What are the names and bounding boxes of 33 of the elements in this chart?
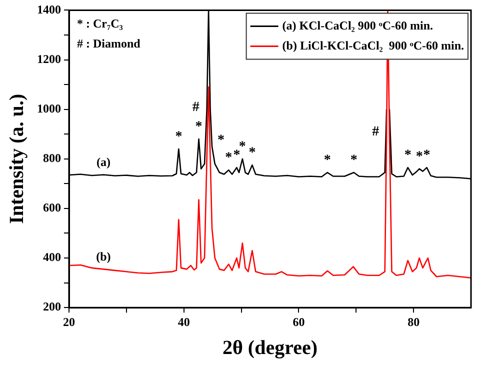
annotation: (b) <box>96 249 111 264</box>
annotation: # <box>192 100 200 115</box>
annotation: * <box>225 150 232 166</box>
annotation: * <box>233 148 240 164</box>
y-axis-title: Intensity (a. u.) <box>6 94 28 224</box>
y-tick-label: 800 <box>43 150 61 165</box>
x-tick-label: 80 <box>408 314 420 329</box>
annotation: * <box>324 153 331 168</box>
y-tick-label: 1000 <box>37 101 61 116</box>
x-tick-label: 60 <box>292 314 305 329</box>
annotation: * <box>238 140 246 155</box>
annotation: * <box>416 149 423 164</box>
legend-label: (a) KCl-CaCl₂ 900 ᵒC-60 min. <box>282 18 434 32</box>
annotation: * : Cr₇C₃ <box>77 16 124 30</box>
y-tick-label: 400 <box>43 250 61 264</box>
annotation: * <box>195 120 202 135</box>
y-tick-label: 600 <box>43 200 61 215</box>
annotation: (a) <box>96 154 110 169</box>
annotation: * <box>217 133 224 148</box>
y-tick-label: 1400 <box>37 2 61 16</box>
annotation: * <box>404 148 412 164</box>
annotation: # <box>372 124 380 140</box>
annotation: * <box>350 153 358 168</box>
x-axis-title: 2θ (degree) <box>222 337 318 360</box>
x-tick-label: 40 <box>178 314 190 329</box>
legend-label: (b) LiCl-KCl-CaCl₂ 900 ᵒC-60 min. <box>282 38 464 52</box>
annotation: * <box>248 146 256 161</box>
annotation: # : Diamond <box>77 36 141 50</box>
y-tick-label: 200 <box>43 300 61 314</box>
annotation: * <box>175 130 182 145</box>
x-tick-label: 20 <box>63 314 75 329</box>
y-tick-label: 1200 <box>37 52 61 66</box>
annotation: * <box>423 148 430 164</box>
